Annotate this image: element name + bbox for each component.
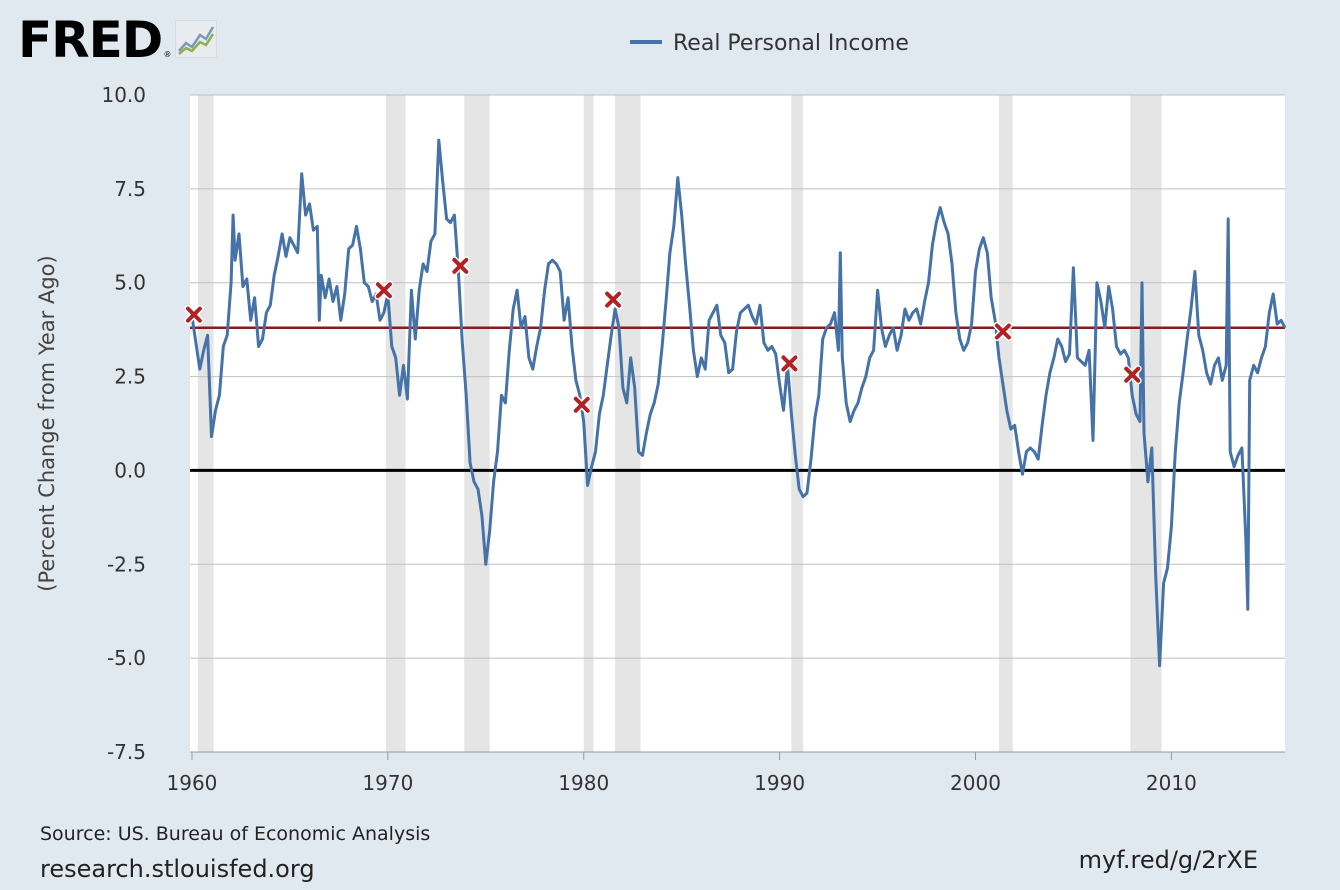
y-tick-label: -5.0 (107, 646, 146, 670)
legend-label: Real Personal Income (673, 31, 909, 56)
y-tick-label: 10.0 (101, 83, 146, 107)
y-axis-ticks: 10.0 7.5 5.0 2.5 0.0 -2.5 -5.0 -7.5 (101, 83, 146, 764)
x-marker (374, 280, 394, 300)
x-tick-label: 2010 (1146, 771, 1197, 795)
site-link[interactable]: research.stlouisfed.org (40, 855, 315, 883)
y-tick-label: -7.5 (107, 740, 146, 764)
recession-band (385, 95, 406, 752)
fred-logo-text: FRED (18, 11, 163, 69)
x-marker (572, 395, 592, 415)
y-tick-label: -2.5 (107, 552, 146, 576)
x-marker (993, 322, 1013, 342)
legend: Real Personal Income (630, 31, 909, 56)
source-note: Source: US. Bureau of Economic Analysis (40, 823, 431, 845)
y-tick-label: 0.0 (114, 458, 146, 482)
fred-chart-icon (175, 20, 218, 58)
x-tick-label: 1960 (167, 771, 218, 795)
recession-band (197, 95, 214, 752)
recession-band (583, 95, 594, 752)
series-line-real-personal-income (190, 138, 1287, 668)
x-tick-label: 1990 (754, 771, 805, 795)
x-tick-label: 1980 (558, 771, 609, 795)
registered-mark: ® (163, 50, 172, 59)
x-marker (184, 305, 204, 325)
x-marker (450, 256, 470, 276)
x-marker (1122, 365, 1142, 385)
y-axis-label: (Percent Change from Year Ago) (35, 255, 59, 591)
short-url-link[interactable]: myf.red/g/2rXE (1078, 846, 1258, 874)
y-tick-label: 5.0 (114, 271, 146, 295)
x-marker (603, 290, 623, 310)
x-tick-label: 1970 (362, 771, 413, 795)
recession-band (1130, 95, 1162, 752)
y-tick-label: 7.5 (114, 177, 146, 201)
markers (184, 256, 1142, 415)
plot-background (190, 95, 1285, 752)
recession-shading (197, 95, 1162, 752)
fred-logo[interactable]: FRED ® (18, 11, 218, 69)
y-tick-label: 2.5 (114, 365, 146, 389)
recession-band (999, 95, 1013, 752)
x-axis-ticks: 1960 1970 1980 1990 2000 2010 (167, 751, 1285, 795)
recession-band (791, 95, 804, 752)
x-tick-label: 2000 (950, 771, 1001, 795)
x-marker (779, 353, 799, 373)
